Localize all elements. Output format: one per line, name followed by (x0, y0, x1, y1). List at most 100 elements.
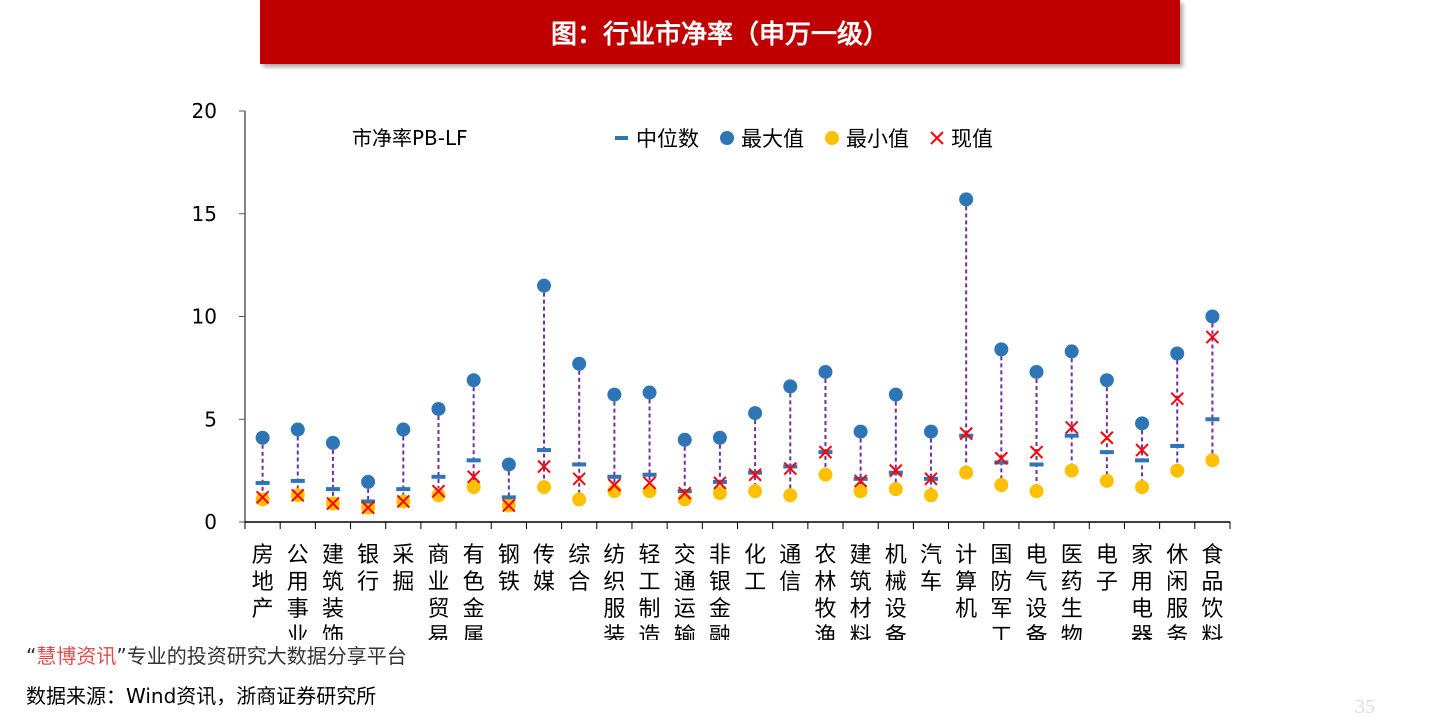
min-point (431, 488, 446, 503)
y-tick-label: 20 (192, 99, 217, 123)
x-tick-label: 非 (709, 543, 731, 568)
x-tick-label: 工 (639, 570, 661, 595)
max-point (1099, 373, 1114, 388)
x-tick-label: 子 (1096, 570, 1118, 595)
current-mark (1064, 420, 1079, 435)
x-tick-label: 国 (990, 543, 1012, 568)
min-point (537, 480, 552, 495)
min-point (783, 488, 798, 503)
min-point (1064, 463, 1079, 478)
max-point (677, 432, 692, 447)
x-tick-label: 合 (568, 570, 590, 595)
current-mark (255, 490, 270, 505)
current-mark (1170, 391, 1184, 406)
x-tick-label: 械 (885, 570, 907, 595)
x-tick-label: 产 (252, 597, 274, 622)
x-tick-label: 算 (955, 570, 977, 595)
current-mark (1029, 445, 1044, 459)
x-tick-label: 建 (850, 543, 872, 568)
median-mark (1135, 458, 1150, 463)
x-tick-label: 色 (463, 570, 485, 595)
page-title: 图：行业市净率（申万一级） (550, 19, 889, 50)
x-tick-label: 输 (674, 624, 696, 640)
x-tick-label: 造 (639, 624, 661, 640)
x-tick-label: 房 (252, 543, 274, 568)
current-mark (361, 500, 375, 515)
legend-label: 中位数 (636, 127, 699, 151)
x-tick-label: 金 (463, 597, 485, 622)
min-point (1170, 463, 1185, 478)
current-mark (889, 463, 903, 478)
current-mark (431, 484, 446, 498)
x-tick-label: 通 (779, 543, 801, 568)
brand-name: 慧博资讯 (36, 644, 117, 668)
current-mark (748, 468, 762, 482)
legend-circle-marker (825, 131, 839, 145)
max-point (748, 406, 763, 421)
median-mark (466, 458, 481, 463)
x-tick-label: 电 (1096, 543, 1118, 568)
current-mark (1100, 431, 1114, 445)
median-mark (748, 470, 763, 475)
current-mark (502, 498, 516, 513)
median-mark (642, 472, 657, 477)
current-mark (291, 488, 305, 502)
x-tick-label: 服 (1166, 597, 1188, 622)
max-point (466, 373, 481, 388)
max-point (361, 474, 376, 489)
x-tick-label: 医 (1061, 543, 1083, 568)
median-mark (783, 464, 798, 469)
current-mark (713, 476, 727, 490)
min-point (748, 484, 763, 499)
median-mark (537, 448, 552, 453)
median-mark (361, 499, 376, 504)
current-mark (959, 426, 973, 441)
median-mark (290, 478, 305, 483)
current-mark (678, 486, 692, 500)
x-tick-label: 计 (955, 543, 977, 568)
x-tick-label: 织 (603, 570, 625, 595)
median-mark (994, 460, 1009, 465)
current-mark (1205, 330, 1220, 344)
x-tick-label: 制 (639, 597, 661, 622)
x-tick-label: 电 (1131, 597, 1153, 622)
y-tick-label: 0 (204, 510, 217, 534)
x-tick-label: 用 (287, 570, 309, 595)
x-tick-label: 用 (1131, 570, 1153, 595)
median-mark (572, 462, 587, 467)
min-point (642, 484, 657, 499)
min-point (1205, 453, 1220, 468)
min-point (888, 482, 903, 497)
x-tick-label: 设 (885, 597, 907, 622)
current-mark (572, 472, 586, 486)
x-tick-label: 装 (322, 597, 344, 622)
legend-circle-marker (720, 131, 734, 145)
legend-median-marker (615, 136, 628, 140)
max-point (607, 387, 622, 402)
x-tick-label: 地 (252, 570, 274, 595)
quote-close: ” (116, 644, 127, 668)
x-tick-label: 银 (357, 543, 379, 568)
quote-open: “ (26, 644, 37, 668)
min-point (818, 467, 833, 482)
x-tick-label: 食 (1201, 543, 1223, 568)
data-source: 数据来源：Wind资讯，浙商证券研究所 (26, 684, 377, 708)
x-tick-label: 机 (955, 597, 977, 622)
current-mark (853, 474, 868, 488)
legend-label: 最大值 (741, 127, 804, 151)
x-tick-label: 器 (1131, 624, 1153, 640)
x-tick-label: 运 (674, 597, 696, 622)
legend-label: 现值 (951, 127, 993, 151)
max-point (1170, 346, 1185, 361)
x-tick-label: 闲 (1166, 570, 1188, 595)
x-tick-label: 物 (1061, 624, 1083, 640)
x-tick-label: 气 (1026, 570, 1048, 595)
x-tick-label: 商 (427, 543, 449, 568)
min-point (923, 488, 938, 503)
max-point (290, 422, 305, 437)
x-tick-label: 掘 (392, 570, 414, 595)
median-mark (959, 433, 974, 438)
x-tick-label: 工 (744, 570, 766, 595)
current-mark (607, 478, 622, 492)
median-mark (501, 495, 516, 500)
